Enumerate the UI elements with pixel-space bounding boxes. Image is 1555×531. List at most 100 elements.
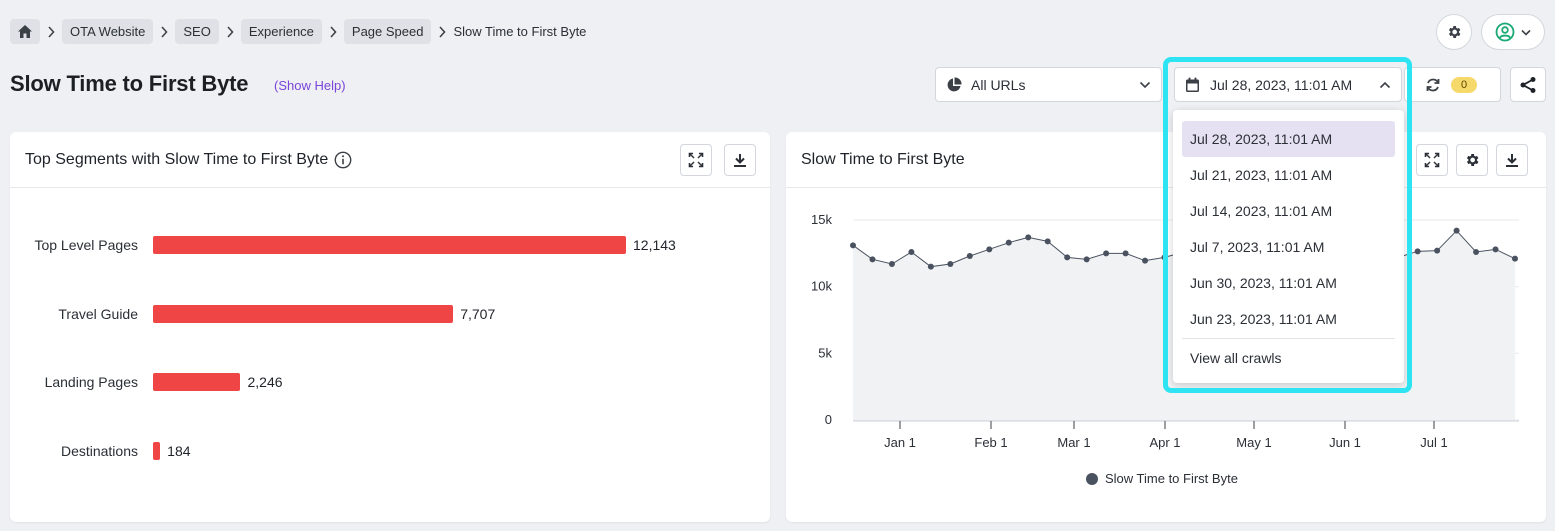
y-tick-label: 10k	[811, 279, 832, 294]
expand-icon	[688, 152, 704, 168]
download-button[interactable]	[1496, 144, 1528, 176]
top-segments-card: Top Segments with Slow Time to First Byt…	[10, 132, 770, 522]
breadcrumb-item[interactable]: SEO	[175, 19, 219, 44]
data-point[interactable]	[1512, 255, 1518, 262]
crawl-date-select[interactable]: Jul 28, 2023, 11:01 AM	[1174, 67, 1402, 102]
breadcrumb-item[interactable]: Page Speed	[343, 19, 432, 44]
data-point[interactable]	[927, 263, 934, 270]
card-title: Slow Time to First Byte	[801, 150, 965, 168]
data-point[interactable]	[888, 261, 895, 267]
download-button[interactable]	[724, 144, 756, 176]
data-point[interactable]	[1473, 249, 1480, 255]
x-tick-label: Jul 1	[1420, 435, 1447, 450]
share-icon	[1520, 76, 1536, 93]
card-header: Top Segments with Slow Time to First Byt…	[10, 132, 770, 188]
bar-category-label: Travel Guide	[58, 305, 138, 322]
chevron-down-icon	[1139, 81, 1151, 88]
data-point[interactable]	[1161, 254, 1168, 261]
crawl-option[interactable]: Jul 21, 2023, 11:01 AM	[1190, 167, 1333, 183]
data-point[interactable]	[850, 242, 856, 249]
chevron-right-icon	[153, 25, 175, 38]
bar-value-label: 12,143	[633, 237, 676, 253]
x-tick-label: Mar 1	[1057, 435, 1090, 450]
chevron-right-icon	[431, 25, 453, 38]
breadcrumb-item[interactable]: OTA Website	[62, 19, 154, 44]
x-tick-label: Apr 1	[1149, 435, 1180, 450]
data-point[interactable]	[908, 249, 915, 255]
bar[interactable]	[153, 373, 241, 391]
share-button[interactable]	[1510, 67, 1546, 102]
y-tick-label: 5k	[818, 345, 832, 360]
refresh-button[interactable]: 0	[1404, 67, 1501, 102]
data-point[interactable]	[1453, 227, 1460, 234]
settings-button[interactable]	[1436, 14, 1472, 50]
y-tick-label: 15k	[811, 212, 832, 227]
segment-select[interactable]: All URLs	[935, 67, 1162, 102]
crawl-option[interactable]: Jul 14, 2023, 11:01 AM	[1190, 203, 1333, 219]
legend-marker	[1086, 472, 1098, 485]
bar-category-label: Landing Pages	[44, 374, 138, 390]
bar-value-label: 7,707	[460, 305, 496, 322]
expand-button[interactable]	[1416, 144, 1448, 176]
data-point[interactable]	[1083, 256, 1090, 263]
info-icon[interactable]	[334, 151, 352, 169]
data-point[interactable]	[947, 261, 954, 267]
y-tick-label: 0	[825, 412, 832, 427]
data-point[interactable]	[1414, 248, 1421, 255]
data-point[interactable]	[1492, 246, 1499, 253]
x-tick-label: Jun 1	[1329, 435, 1361, 450]
chevron-right-icon	[40, 25, 62, 38]
gear-icon	[1466, 154, 1479, 166]
top-right-actions	[1436, 14, 1545, 50]
data-point[interactable]	[869, 256, 876, 263]
data-point[interactable]	[1025, 234, 1032, 241]
view-all-crawls-link[interactable]: View all crawls	[1190, 350, 1282, 366]
data-point[interactable]	[1122, 250, 1129, 257]
crawl-date-value: Jul 28, 2023, 11:01 AM	[1210, 76, 1353, 93]
crawl-option[interactable]: Jun 23, 2023, 11:01 AM	[1190, 311, 1337, 327]
bar[interactable]	[153, 236, 626, 254]
download-icon	[1506, 154, 1518, 167]
show-help-link[interactable]: (Show Help)	[274, 78, 346, 93]
expand-icon	[1424, 152, 1440, 168]
dropdown-divider	[1182, 338, 1395, 339]
x-tick-label: May 1	[1236, 435, 1271, 450]
refresh-icon	[1426, 78, 1440, 91]
breadcrumb-current: Slow Time to First Byte	[453, 24, 587, 39]
expand-button[interactable]	[680, 144, 712, 176]
pie-chart-icon	[947, 76, 962, 91]
bar[interactable]	[153, 441, 161, 460]
ttfb-trend-card: Slow Time to First Byte 0 5k 10k 15k Jan 1 Fe…	[786, 132, 1546, 522]
legend-label: Slow Time to First Byte	[1105, 471, 1238, 486]
crawl-option[interactable]: Jul 28, 2023, 11:01 AM	[1182, 121, 1395, 157]
data-point[interactable]	[966, 253, 973, 259]
data-point[interactable]	[1434, 247, 1441, 254]
data-point[interactable]	[1064, 254, 1071, 261]
bar-value-label: 2,246	[247, 374, 283, 390]
data-point[interactable]	[1005, 239, 1012, 246]
data-point[interactable]	[986, 246, 993, 253]
bar-value-label: 184	[167, 442, 191, 459]
crawl-option[interactable]: Jun 30, 2023, 11:01 AM	[1190, 275, 1337, 291]
breadcrumb: OTA Website SEO Experience Page Speed Sl…	[10, 19, 586, 44]
breadcrumb-home[interactable]	[10, 19, 40, 44]
data-point[interactable]	[1044, 238, 1051, 245]
breadcrumb-item[interactable]: Experience	[240, 19, 322, 44]
card-header: Slow Time to First Byte	[786, 132, 1546, 188]
crawl-option[interactable]: Jul 7, 2023, 11:01 AM	[1190, 239, 1325, 255]
x-tick-label: Jan 1	[884, 435, 916, 450]
card-title: Top Segments with Slow Time to First Byt…	[25, 150, 329, 168]
bar-chart: Top Level Pages 12,143 Travel Guide 7,707 La…	[10, 189, 770, 522]
home-icon	[18, 25, 32, 38]
gear-icon	[1448, 26, 1461, 38]
bar-category-label: Top Level Pages	[34, 237, 138, 253]
data-point[interactable]	[1142, 257, 1149, 264]
data-point[interactable]	[1103, 250, 1110, 257]
segment-select-value: All URLs	[971, 76, 1026, 93]
user-menu-button[interactable]	[1481, 14, 1545, 50]
bar[interactable]	[153, 304, 454, 323]
bar-category-label: Destinations	[60, 442, 138, 459]
x-tick-label: Feb 1	[974, 435, 1007, 450]
chevron-right-icon	[219, 25, 241, 38]
chart-settings-button[interactable]	[1456, 144, 1488, 176]
